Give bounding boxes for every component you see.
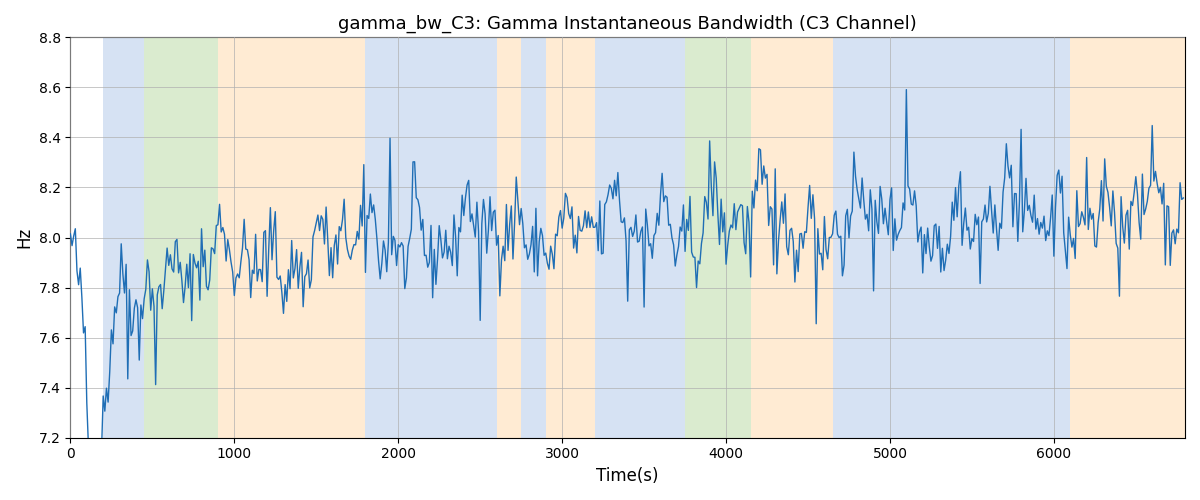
- Bar: [103, 38, 144, 438]
- Bar: [833, 38, 1070, 438]
- Bar: [751, 38, 833, 438]
- X-axis label: Time(s): Time(s): [596, 467, 659, 485]
- Bar: [546, 38, 595, 438]
- Bar: [497, 38, 521, 438]
- Bar: [144, 38, 218, 438]
- Title: gamma_bw_C3: Gamma Instantaneous Bandwidth (C3 Channel): gamma_bw_C3: Gamma Instantaneous Bandwid…: [338, 15, 917, 34]
- Y-axis label: Hz: Hz: [14, 227, 32, 248]
- Bar: [521, 38, 546, 438]
- Bar: [595, 38, 685, 438]
- Bar: [218, 38, 366, 438]
- Bar: [1070, 38, 1186, 438]
- Bar: [366, 38, 497, 438]
- Bar: [685, 38, 751, 438]
